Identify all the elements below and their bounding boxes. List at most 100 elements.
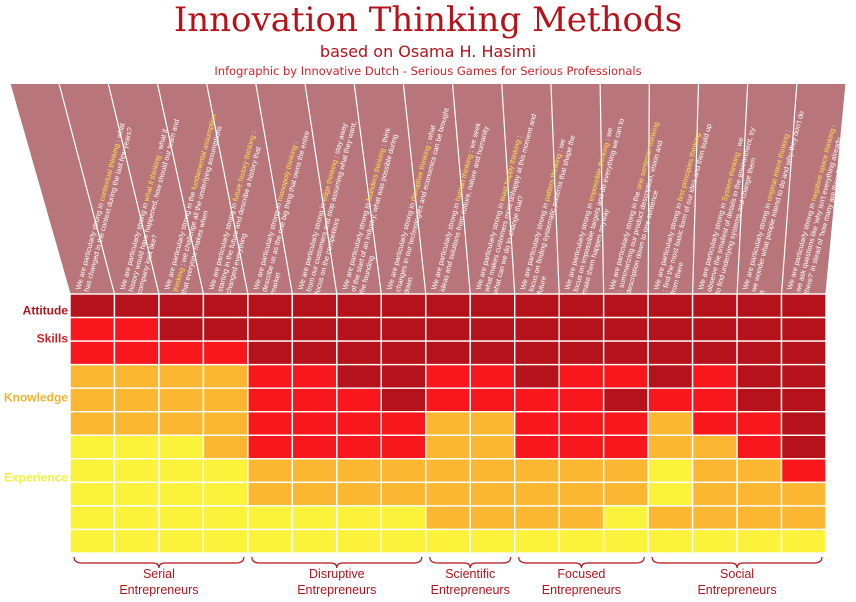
header-divider [58,83,116,295]
header-divider [206,83,249,295]
heatmap-cell [602,528,649,554]
heatmap-cell [558,458,605,484]
heatmap-cell [247,505,294,531]
heatmap-cell [602,293,649,319]
heatmap-cell [469,505,516,531]
row-label-attitude: Attitude [23,303,69,317]
column-header-text: We are particularly strong in System thi… [696,124,765,295]
heatmap-cell [647,528,694,554]
heatmap-cell [558,528,605,554]
heatmap-cell [69,340,116,366]
heatmap-cell [736,505,783,531]
heatmap-cell [558,293,605,319]
group-brace [651,556,823,569]
heatmap-cell [158,363,205,389]
header-band-bg [10,84,846,294]
heatmap-cell [202,411,249,436]
heatmap-cell [691,387,738,413]
heatmap-cell [113,340,160,366]
heatmap-cell [691,340,738,366]
heatmap-cell [113,528,160,554]
heatmap-cell [691,505,738,531]
heatmap-cell [736,340,783,366]
heatmap-cell [469,363,516,389]
group-brace [429,556,512,569]
heatmap-cell [736,481,783,507]
heatmap-cell [469,293,516,319]
header-divider [780,83,798,295]
group-brace [73,556,245,569]
heatmap-cell [291,387,338,413]
group-label: Serial [143,567,175,581]
heatmap-cell [69,316,116,342]
heatmap-cell [691,411,738,436]
heatmap-cell [469,316,516,342]
heatmap-cell [158,411,205,436]
heatmap-cell [736,316,783,342]
column-header-text: We are particularly strong in first prin… [652,121,722,295]
heatmap-cell [158,481,205,507]
heatmap-cell [247,528,294,554]
heatmap-cell [425,293,471,319]
heatmap-cell [291,505,338,531]
heatmap-cell [780,528,827,554]
group-label-sub: Entrepreneurs [297,583,376,597]
heatmap-cell [247,340,294,366]
header-divider [9,83,71,295]
heatmap-cell [602,387,649,413]
heatmap-cell [469,458,516,484]
heatmap-cell [113,411,160,436]
page-subtitle: based on Osama H. Hasimi [319,42,537,61]
heatmap-cell [780,458,827,484]
heatmap-cell [425,411,471,436]
heatmap-cell [780,316,827,342]
heatmap-cell [291,528,338,554]
heatmap-cell [469,481,516,507]
heatmap-cell [380,293,427,319]
heatmap-cell [691,434,738,460]
heatmap-cell [602,434,649,460]
heatmap-cell [558,387,605,413]
heatmap-cell [291,363,338,389]
heatmap-cell [336,481,382,507]
group-brace [518,556,645,569]
header-divider [107,83,160,295]
header-divider [402,83,427,295]
heatmap-cell [336,387,382,413]
heatmap-cell [247,293,294,319]
heatmap-cell [602,505,649,531]
heatmap-cell [69,434,116,460]
heatmap-cell [380,340,427,366]
heatmap-cell [602,481,649,507]
heatmap-cell [425,481,471,507]
heatmap-cell [736,458,783,484]
heatmap-cell [647,505,694,531]
heatmap-cell [780,387,827,413]
heatmap-cell [113,293,160,319]
heatmap-cell [69,387,116,413]
heatmap-cell [158,316,205,342]
heatmap-cell [514,316,560,342]
heatmap-cell [691,458,738,484]
row-labels: Attitude Skills Knowledge Experience [4,303,68,484]
heatmap-cell [202,316,249,342]
heatmap-cell [602,340,649,366]
row-label-knowledge: Knowledge [4,391,68,405]
group-brace [251,556,423,569]
header-divider [501,83,516,295]
heatmap-cell [336,363,382,389]
header-divider [599,83,605,295]
heatmap-cell [514,528,560,554]
heatmap-cell [514,411,560,436]
group-label: Social [720,567,754,581]
heatmap-cell [202,458,249,484]
heatmap-cell [514,434,560,460]
heatmap-cell [514,505,560,531]
heatmap-cell [514,387,560,413]
heatmap-cell [647,387,694,413]
group-label: Focused [557,567,605,581]
heatmap-cell [780,340,827,366]
heatmap-cell [736,411,783,436]
heatmap-cell [558,481,605,507]
